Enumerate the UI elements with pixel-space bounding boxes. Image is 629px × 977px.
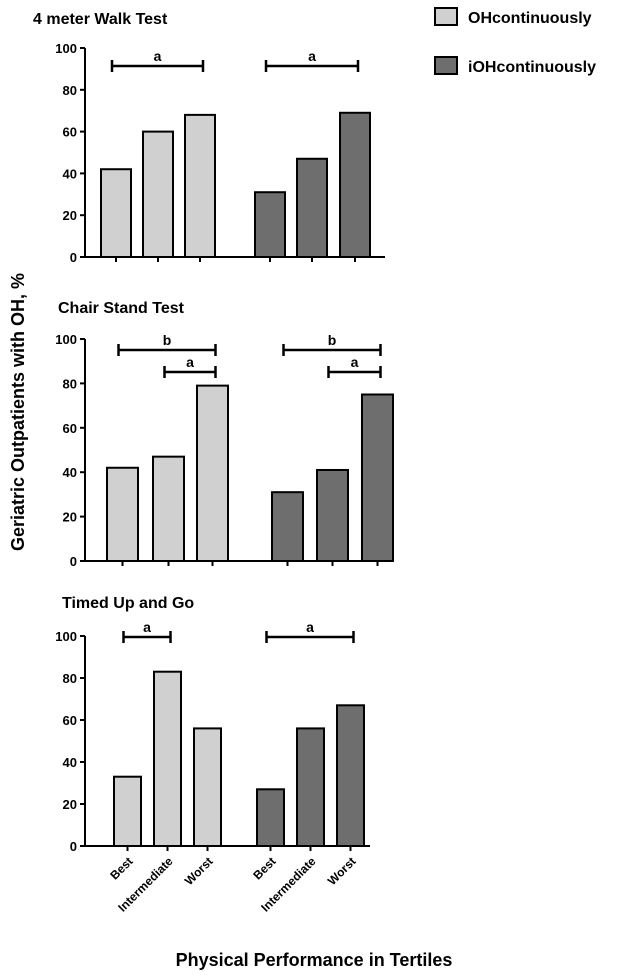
bar-oh [143,132,173,257]
bar-oh [153,457,184,561]
significance-label: a [186,354,194,370]
y-tick-label: 40 [63,755,77,770]
y-tick-label: 60 [63,421,77,436]
legend-swatch-oh [435,8,457,25]
panel-title-tug: Timed Up and Go [62,595,194,612]
significance-label: a [154,48,162,64]
significance-label: b [328,332,337,348]
significance-label: b [163,332,172,348]
y-tick-label: 60 [63,125,77,140]
x-category-label: Best [107,854,135,882]
bar-oh [107,468,138,561]
legend: OHcontinuously iOHcontinuously [435,8,596,76]
significance-label: a [306,619,314,635]
y-tick-label: 20 [63,510,77,525]
significance-label: a [351,354,359,370]
bar-oh [114,777,141,846]
bar-ioh [257,789,284,846]
bar-oh [197,386,228,561]
significance-label: a [143,619,151,635]
y-tick-label: 40 [63,166,77,181]
bar-ioh [340,113,370,257]
y-tick-label: 0 [70,554,77,569]
y-tick-label: 20 [63,797,77,812]
panel-title-chair: Chair Stand Test [58,300,185,317]
significance-label: a [308,48,316,64]
y-tick-label: 40 [63,465,77,480]
y-tick-label: 80 [63,671,77,686]
bar-ioh [272,492,303,561]
y-tick-label: 80 [63,83,77,98]
bar-ioh [337,705,364,846]
bar-ioh [317,470,348,561]
y-tick-label: 80 [63,376,77,391]
bar-ioh [297,159,327,257]
bar-ioh [362,395,393,562]
y-tick-label: 100 [55,332,77,347]
bar-oh [194,728,221,846]
x-category-label: Worst [182,854,216,888]
bar-ioh [297,728,324,846]
y-tick-label: 20 [63,208,77,223]
panel-walk-test: 0 20 40 60 80 100 a a [55,41,385,265]
y-axis-title: Geriatric Outpatients with OH, % [8,273,28,551]
y-tick-label: 0 [70,839,77,854]
x-category-label: Worst [325,854,359,888]
bar-oh [154,672,181,846]
panel-title-walk: 4 meter Walk Test [33,11,168,28]
bar-oh [101,169,131,257]
y-tick-label: 60 [63,713,77,728]
y-tick-label: 0 [70,250,77,265]
x-category-label: Best [250,854,278,882]
x-axis-title: Physical Performance in Tertiles [176,950,453,970]
y-tick-label: 100 [55,629,77,644]
legend-label-oh: OHcontinuously [468,10,592,27]
legend-swatch-ioh [435,57,457,74]
legend-label-ioh: iOHcontinuously [468,59,596,76]
bar-ioh [255,192,285,257]
y-tick-label: 100 [55,41,77,56]
bar-oh [185,115,215,257]
